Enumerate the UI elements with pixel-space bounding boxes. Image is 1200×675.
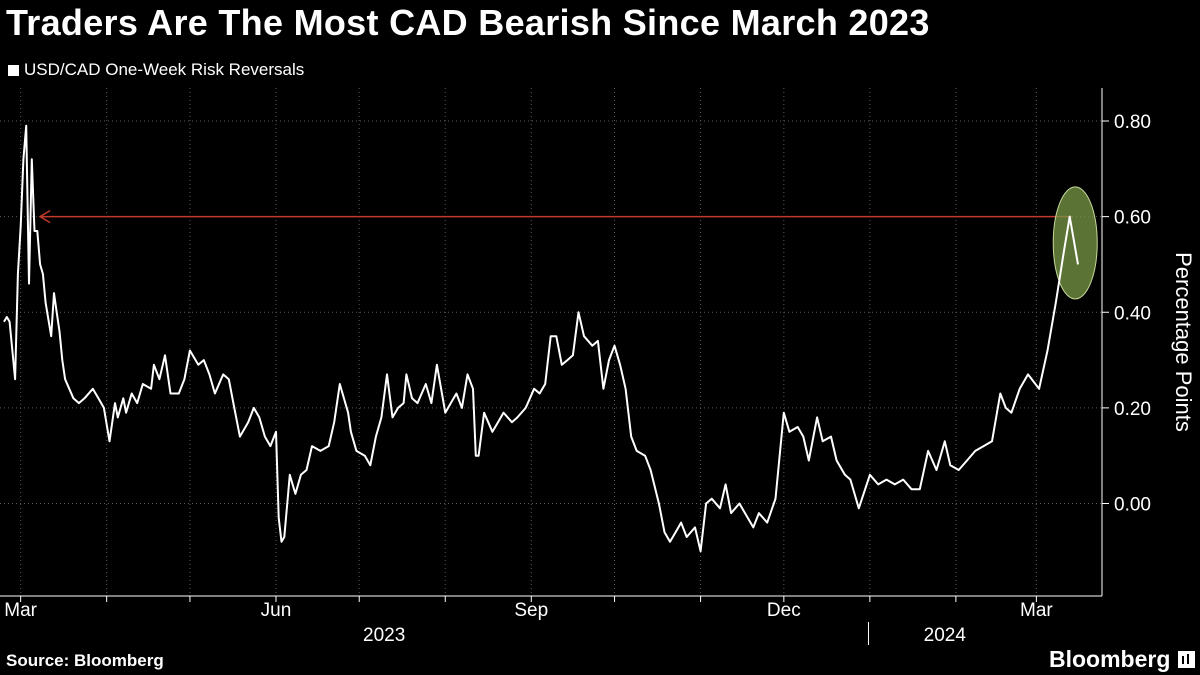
brand-mark: Bloomberg [1049, 646, 1196, 673]
annotations [38, 186, 1098, 300]
x-tick-label: Mar [1020, 600, 1053, 621]
x-tick-label: Jun [261, 600, 292, 621]
year-label: 2024 [924, 625, 967, 646]
y-tick-label: 0.40 [1114, 303, 1151, 324]
x-tick-label: Mar [4, 600, 37, 621]
chart-title: Traders Are The Most CAD Bearish Since M… [6, 2, 930, 43]
y-tick-label: 0.60 [1114, 208, 1151, 229]
legend-swatch [8, 64, 19, 76]
source-note: Source: Bloomberg [6, 651, 164, 670]
tick-labels: 0.80 0.60 0.40 0.20 0.00 Mar Jun Sep Dec Mar 2023 2… [4, 112, 1196, 646]
y-axis-title: Percentage Points [1171, 252, 1196, 432]
y-tick-label: 0.00 [1114, 495, 1151, 516]
series [3, 124, 1079, 553]
risk-reversal-line [3, 124, 1079, 553]
year-label: 2023 [363, 625, 405, 646]
gridlines [0, 88, 1102, 596]
x-tick-label: Sep [514, 600, 548, 621]
legend: USD/CAD One-Week Risk Reversals [8, 60, 304, 80]
axes [0, 88, 1109, 645]
x-tick-label: Dec [767, 600, 801, 621]
reference-arrowhead [38, 209, 51, 224]
y-tick-label: 0.20 [1114, 399, 1151, 420]
bloomberg-logo-icon [1178, 651, 1196, 668]
y-tick-label: 0.80 [1114, 112, 1151, 133]
brand-name: Bloomberg [1049, 646, 1171, 672]
legend-label: USD/CAD One-Week Risk Reversals [24, 60, 305, 79]
